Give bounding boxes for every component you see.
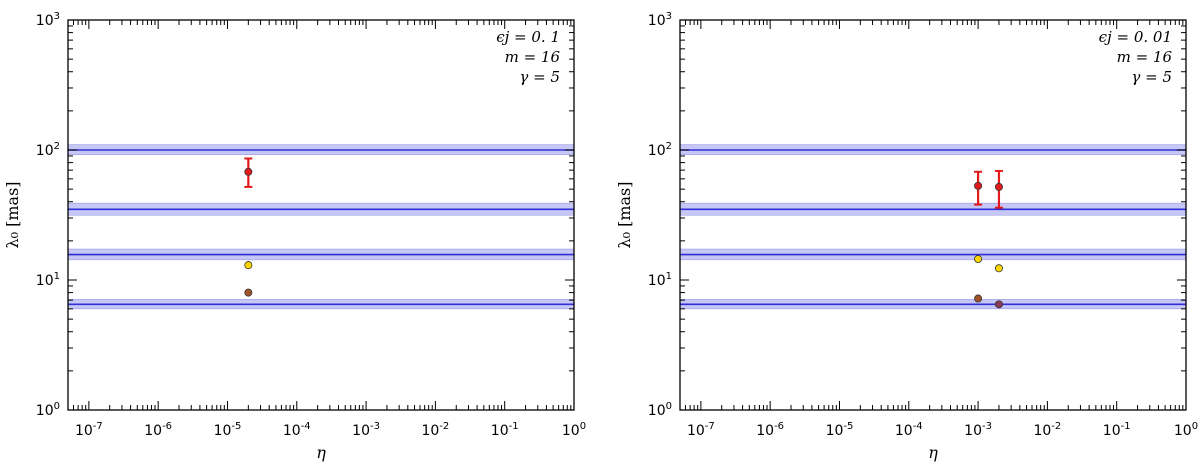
y-tick-label: 102 xyxy=(36,141,60,159)
x-tick-label: 10-6 xyxy=(144,421,172,439)
x-tick-label: 10-2 xyxy=(421,421,449,439)
x-tick-label: 10-6 xyxy=(756,421,784,439)
y-tick-label: 103 xyxy=(36,11,60,29)
annotation-3: γ = 5 xyxy=(1131,68,1172,86)
data-point-2 xyxy=(994,182,1003,191)
y-tick-label: 102 xyxy=(648,141,672,159)
y-tick-label: 101 xyxy=(648,271,672,289)
data-point-1 xyxy=(244,167,253,176)
x-axis-label: η xyxy=(316,443,326,462)
y-axis-label: λ₀ [mas] xyxy=(615,181,634,248)
x-tick-label: 100 xyxy=(1174,421,1198,439)
x-tick-label: 10-5 xyxy=(214,421,242,439)
x-tick-label: 10-5 xyxy=(826,421,854,439)
x-tick-label: 10-1 xyxy=(1103,421,1131,439)
x-axis-label: η xyxy=(928,443,938,462)
x-tick-label: 10-1 xyxy=(491,421,519,439)
y-tick-label: 100 xyxy=(36,401,60,419)
y-tick-label: 100 xyxy=(648,401,672,419)
annotation-2: m = 16 xyxy=(1117,48,1173,66)
x-tick-label: 10-2 xyxy=(1033,421,1061,439)
annotation-2: m = 16 xyxy=(505,48,561,66)
y-axis-label: λ₀ [mas] xyxy=(3,181,22,248)
annotation-1: ϵj = 0. 01 xyxy=(1099,28,1172,46)
x-tick-label: 10-4 xyxy=(283,421,311,439)
plot-frame xyxy=(679,19,1187,411)
data-point-5 xyxy=(974,294,983,303)
x-tick-label: 10-3 xyxy=(964,421,992,439)
x-tick-label: 10-3 xyxy=(352,421,380,439)
plot-frame xyxy=(67,19,575,411)
data-point-2 xyxy=(244,261,253,270)
data-point-3 xyxy=(974,255,983,264)
data-point-6 xyxy=(994,300,1003,309)
data-point-3 xyxy=(244,288,253,297)
y-tick-label: 101 xyxy=(36,271,60,289)
data-point-4 xyxy=(994,264,1003,273)
annotation-3: γ = 5 xyxy=(519,68,560,86)
data-point-1 xyxy=(974,181,983,190)
y-tick-label: 103 xyxy=(648,11,672,29)
x-tick-label: 10-7 xyxy=(687,421,715,439)
annotation-1: ϵj = 0. 1 xyxy=(496,28,560,46)
chart-panel-2: 10-7 10-6 10-5 10-4 10-3 10-2 10-1 100 100 101 102… xyxy=(615,11,1198,462)
chart-panel-1: 10-7 10-6 10-5 10-4 10-3 10-2 10-1 100 100 101 102… xyxy=(3,11,586,462)
x-tick-label: 10-4 xyxy=(895,421,923,439)
x-tick-label: 100 xyxy=(562,421,586,439)
x-tick-label: 10-7 xyxy=(75,421,103,439)
